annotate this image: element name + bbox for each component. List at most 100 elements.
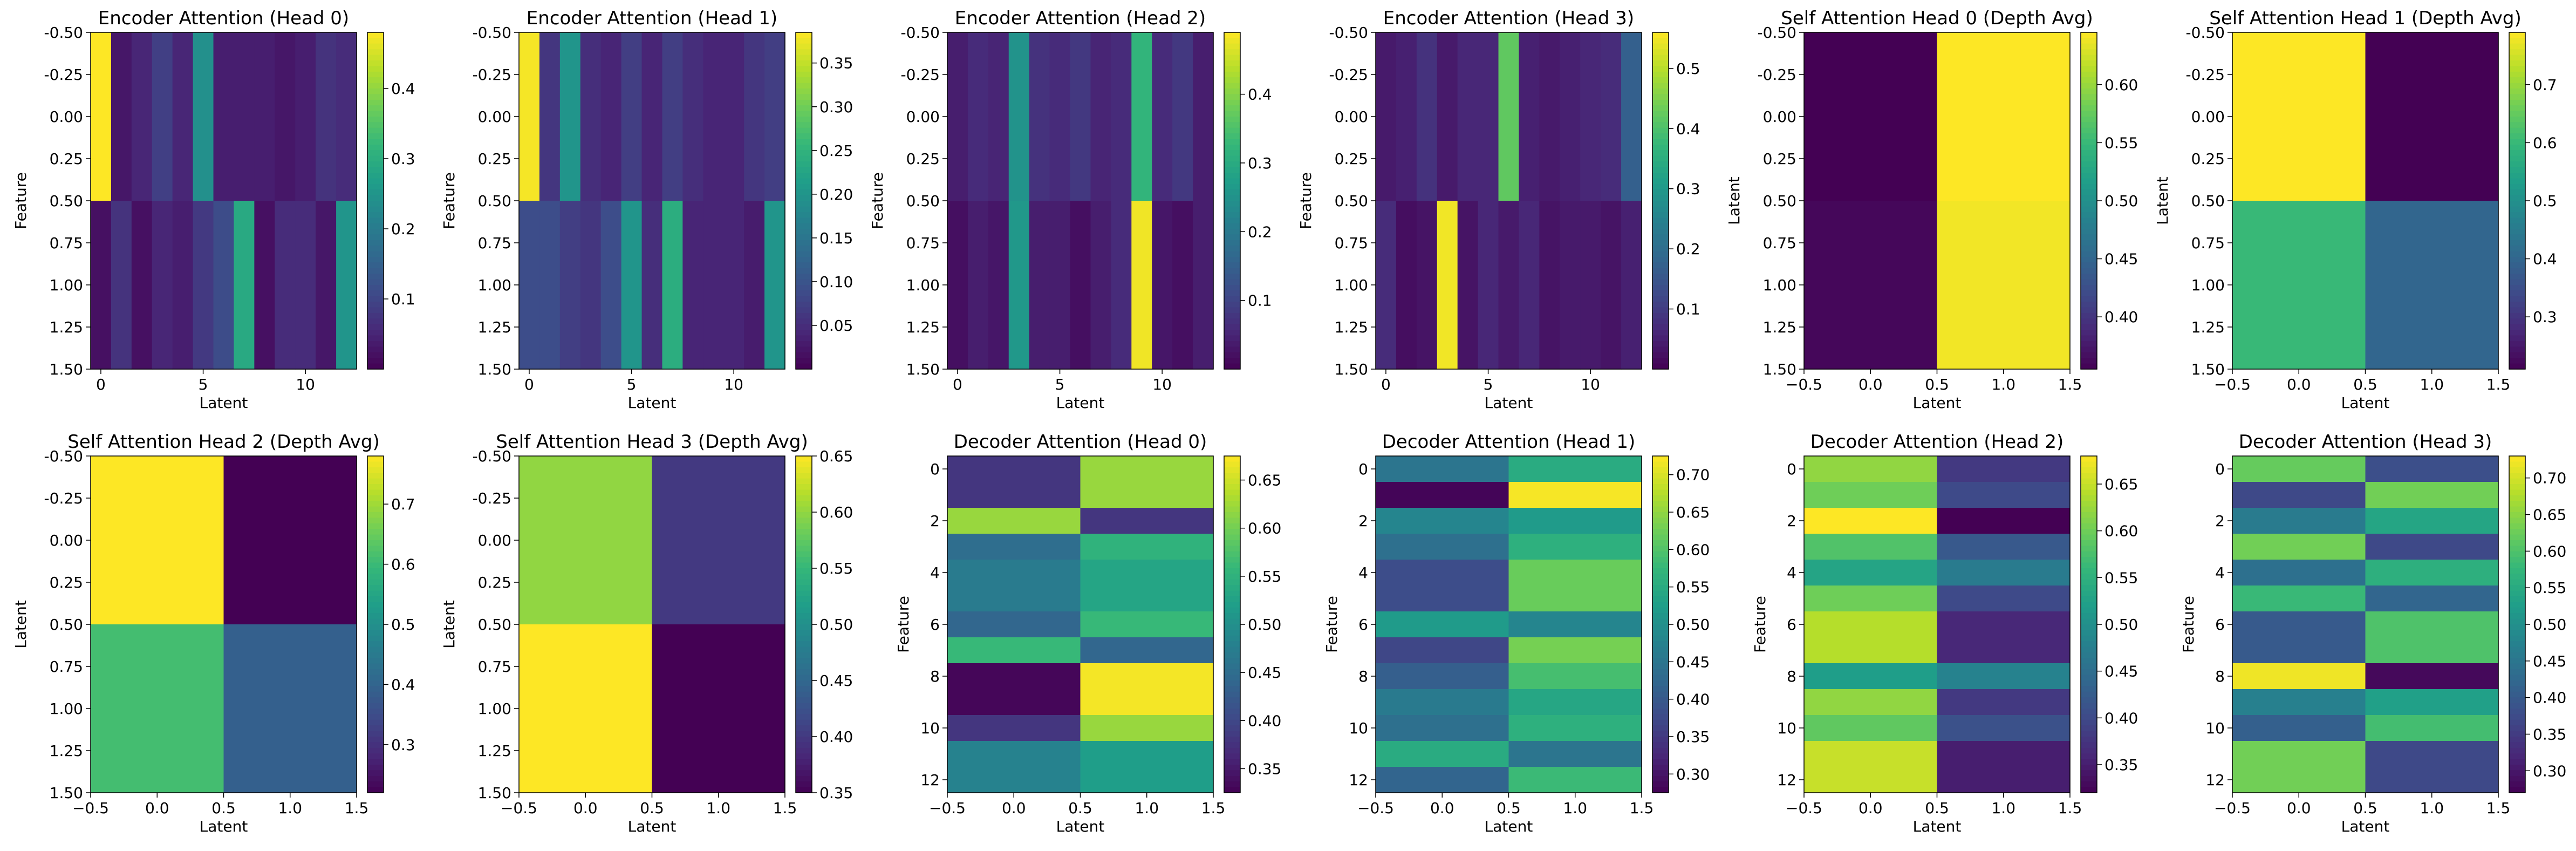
colorbar-segment <box>2081 562 2097 569</box>
colorbar-segment <box>1652 173 1669 179</box>
colorbar-segment <box>2509 318 2525 325</box>
x-tick-label: 1.5 <box>1201 799 1226 817</box>
colorbar-tick-label: 0.35 <box>819 55 853 72</box>
heatmap-cell <box>1029 201 1050 370</box>
colorbar-segment <box>367 66 384 72</box>
chart-title: Decoder Attention (Head 3) <box>2239 431 2492 453</box>
colorbar-segment <box>2509 585 2525 591</box>
colorbar-segment <box>367 122 384 128</box>
colorbar-segment <box>796 296 812 302</box>
heatmap-cell <box>1560 201 1581 370</box>
colorbar-segment <box>2509 201 2525 207</box>
colorbar-segment <box>796 534 812 541</box>
heatmap-cell <box>1376 534 1509 560</box>
y-tick-label: 1.25 <box>478 318 511 336</box>
heatmap-cell <box>1804 534 1938 560</box>
colorbar-segment <box>2081 635 2097 642</box>
colorbar-tick-label: 0.55 <box>819 560 853 577</box>
colorbar-segment <box>2081 145 2097 151</box>
colorbar-segment <box>1652 765 1669 771</box>
colorbar-segment <box>367 646 384 653</box>
colorbar-segment <box>367 38 384 44</box>
colorbar-segment <box>2509 313 2525 319</box>
colorbar-segment <box>1652 268 1669 274</box>
colorbar-tick-label: 0.65 <box>819 447 853 465</box>
colorbar-segment <box>2081 83 2097 89</box>
colorbar-segment <box>2081 324 2097 330</box>
colorbar-segment <box>367 686 384 692</box>
colorbar-tick-label: 0.30 <box>1676 765 1710 783</box>
heatmap-cell <box>1457 32 1479 201</box>
colorbar-segment <box>2509 49 2525 56</box>
colorbar-segment <box>2509 127 2525 134</box>
colorbar-segment <box>2081 607 2097 614</box>
colorbar-segment <box>367 719 384 726</box>
colorbar-segment <box>796 669 812 676</box>
colorbar-segment <box>367 742 384 748</box>
colorbar-segment <box>1652 456 1669 462</box>
y-tick-label: 0.75 <box>478 234 511 252</box>
x-tick-label: −0.5 <box>1786 799 1822 817</box>
x-tick-label: 0 <box>96 376 106 393</box>
colorbar-segment <box>1652 49 1669 56</box>
heatmap-cell <box>1804 456 1938 482</box>
colorbar-segment <box>2509 512 2525 518</box>
heatmap-cell <box>988 201 1009 370</box>
colorbar-segment <box>2081 66 2097 72</box>
y-tick-label: 0 <box>2215 460 2225 478</box>
colorbar-segment <box>1224 765 1240 771</box>
heatmap-cell <box>1172 32 1193 201</box>
colorbar-segment <box>1652 183 1669 190</box>
colorbar-segment <box>2509 302 2525 308</box>
colorbar-segment <box>1224 99 1240 106</box>
heatmap-cell <box>1080 741 1214 767</box>
colorbar-segment <box>1224 32 1240 38</box>
colorbar-tick-label: 0.60 <box>2104 522 2138 540</box>
colorbar-tick-label: 0.4 <box>1248 86 1272 104</box>
heatmap-cell <box>559 32 581 201</box>
colorbar-segment <box>796 770 812 777</box>
colorbar-segment <box>1652 240 1669 246</box>
colorbar-segment <box>1652 596 1669 602</box>
x-tick-label: 5 <box>627 376 637 393</box>
colorbar-segment <box>1224 630 1240 636</box>
colorbar-segment <box>367 229 384 235</box>
colorbar-tick-label: 0.40 <box>819 728 853 746</box>
colorbar-segment <box>2509 206 2525 213</box>
colorbar-segment <box>367 313 384 319</box>
colorbar-segment <box>1652 714 1669 720</box>
colorbar-segment <box>1224 562 1240 569</box>
x-tick-label: 0.5 <box>1925 799 1949 817</box>
y-tick-label: 0.75 <box>2191 234 2225 252</box>
heatmap-cell <box>336 32 357 201</box>
x-tick-label: 0.0 <box>1002 799 1026 817</box>
colorbar-segment <box>2509 675 2525 681</box>
colorbar-segment <box>2509 781 2525 788</box>
colorbar-segment <box>1652 781 1669 788</box>
colorbar-segment <box>2081 585 2097 591</box>
colorbar-segment <box>367 506 384 513</box>
colorbar-segment <box>1652 105 1669 112</box>
colorbar-segment <box>1652 346 1669 353</box>
colorbar-segment <box>1224 787 1240 793</box>
heatmap-cell <box>131 32 153 201</box>
colorbar-tick-label: 0.15 <box>819 229 853 247</box>
chart-title: Self Attention Head 3 (Depth Avg) <box>496 431 808 453</box>
colorbar-tick-label: 0.5 <box>1676 60 1700 78</box>
colorbar-segment <box>796 585 812 591</box>
heatmap-panel: Encoder Attention (Head 0) 0 5 10 Latent -0.5… <box>12 8 415 412</box>
heatmap-cell <box>1070 32 1091 201</box>
colorbar-segment <box>367 167 384 173</box>
x-axis-label: Latent <box>200 818 248 835</box>
colorbar-segment <box>367 473 384 479</box>
y-tick-label: 0.75 <box>478 658 511 676</box>
colorbar-segment <box>2081 512 2097 518</box>
colorbar-segment <box>1224 257 1240 263</box>
colorbar-segment <box>367 641 384 648</box>
colorbar-segment <box>2509 602 2525 608</box>
colorbar-segment <box>2081 71 2097 78</box>
colorbar-segment <box>796 268 812 274</box>
colorbar-segment <box>1224 335 1240 342</box>
colorbar-segment <box>367 562 384 569</box>
colorbar-segment <box>1652 725 1669 732</box>
